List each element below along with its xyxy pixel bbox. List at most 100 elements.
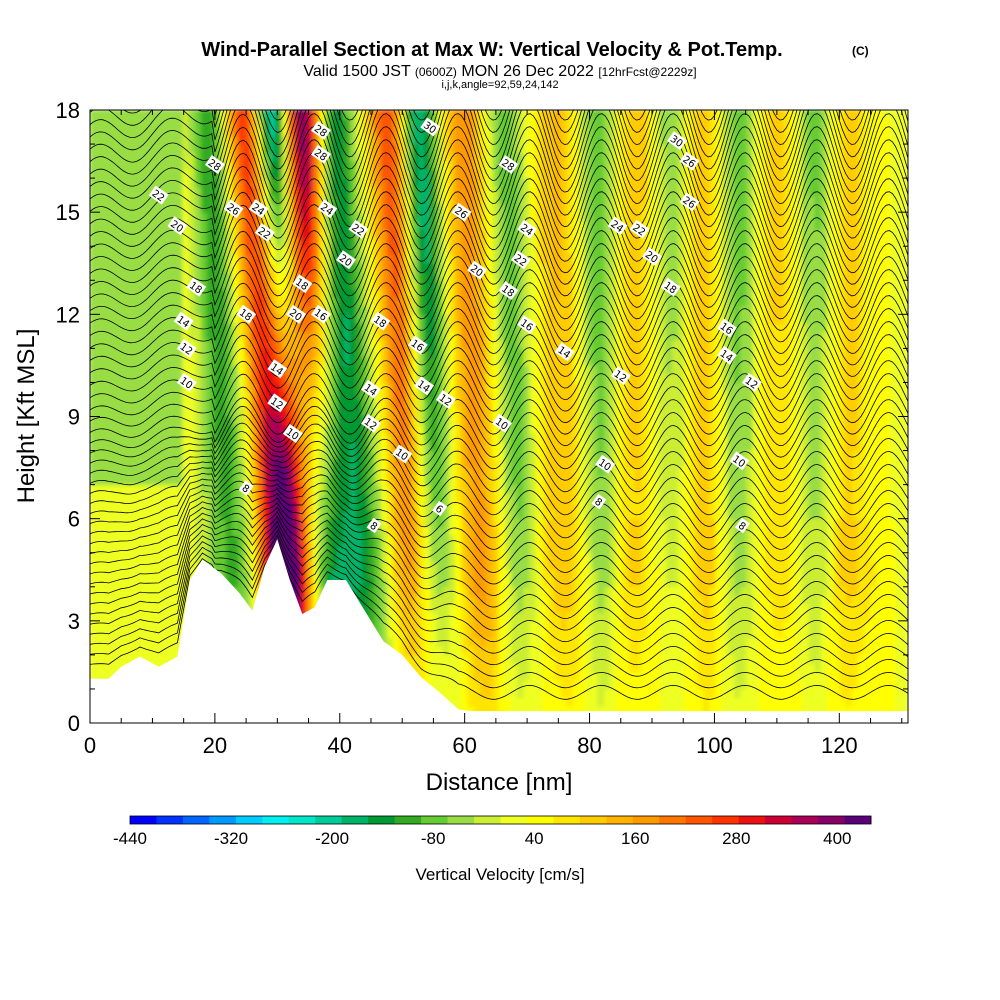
field-cell [486,245,494,256]
field-cell [163,381,172,392]
field-cell [467,254,475,264]
field-cell [163,424,172,435]
field-cell [157,424,165,435]
field-cell [510,279,519,290]
field-cell [95,245,103,256]
field-cell [337,220,345,230]
field-cell [176,288,184,298]
field-cell [337,118,345,128]
field-cell [331,211,339,222]
field-cell [263,509,271,520]
field-cell [343,228,351,239]
field-cell [207,373,215,383]
field-cell [170,628,178,639]
field-cell [380,458,388,469]
field-cell [232,364,240,375]
valid-date: MON 26 Dec 2022 [461,63,594,80]
field-cell [139,211,147,222]
field-cell [498,194,506,205]
field-cell [405,279,413,290]
field-cell [213,552,221,562]
field-cell [114,518,122,528]
field-cell [170,381,178,392]
field-cell [194,475,203,486]
field-cell [263,143,271,154]
field-cell [114,628,122,639]
field-cell [225,313,234,324]
field-cell [232,577,240,588]
field-cell [504,543,512,554]
field-cell [492,552,500,562]
field-cell [343,152,351,162]
field-cell [355,211,364,222]
field-cell [287,262,295,273]
field-cell [368,245,376,256]
field-cell [455,322,463,332]
field-cell [176,373,184,383]
field-cell [343,535,351,545]
field-cell [182,450,190,460]
field-cell [201,279,209,290]
field-cell [306,288,314,298]
field-cell [436,288,444,298]
field-cell [380,433,388,443]
field-cell [455,671,463,681]
field-cell [473,526,481,537]
field-cell [132,288,141,298]
field-cell [461,552,469,562]
field-cell [201,262,209,273]
field-cell [287,543,295,554]
field-cell [368,364,376,375]
field-cell [448,441,457,452]
field-cell [194,390,203,400]
field-cell [163,416,172,426]
field-cell [386,518,395,528]
field-cell [170,407,178,417]
field-cell [424,611,432,622]
field-cell [473,245,481,256]
field-cell [275,118,283,128]
field-cell [318,237,326,247]
field-cell [411,509,419,520]
field-cell [504,356,512,366]
field-cell [374,535,382,545]
field-cell [275,475,283,486]
field-cell [232,467,240,477]
field-cell [232,135,240,145]
field-cell [461,526,469,537]
field-cell [436,160,444,171]
field-cell [355,118,364,128]
field-cell [90,186,97,196]
field-cell [300,254,308,264]
field-cell [244,373,252,383]
field-cell [318,569,326,579]
field-cell [455,126,463,137]
field-cell [250,237,258,247]
field-cell [479,441,488,452]
field-cell [300,416,308,426]
field-cell [312,296,320,307]
field-cell [275,135,283,145]
field-cell [145,526,153,537]
field-cell [324,441,333,452]
field-cell [374,186,382,196]
field-cell [498,637,506,647]
field-cell [250,526,258,537]
field-cell [294,560,302,571]
field-cell [139,110,147,120]
field-cell [411,271,419,281]
field-cell [157,637,165,647]
field-cell [393,390,401,400]
field-cell [318,441,326,452]
field-cell [393,339,401,349]
field-cell [170,518,178,528]
field-cell [95,398,103,409]
field-cell [362,484,370,494]
field-cell [126,186,134,196]
field-cell [374,501,382,511]
field-cell [411,535,419,545]
field-cell [232,526,240,537]
field-cell [504,118,512,128]
field-cell [498,228,506,239]
field-cell [492,237,500,247]
